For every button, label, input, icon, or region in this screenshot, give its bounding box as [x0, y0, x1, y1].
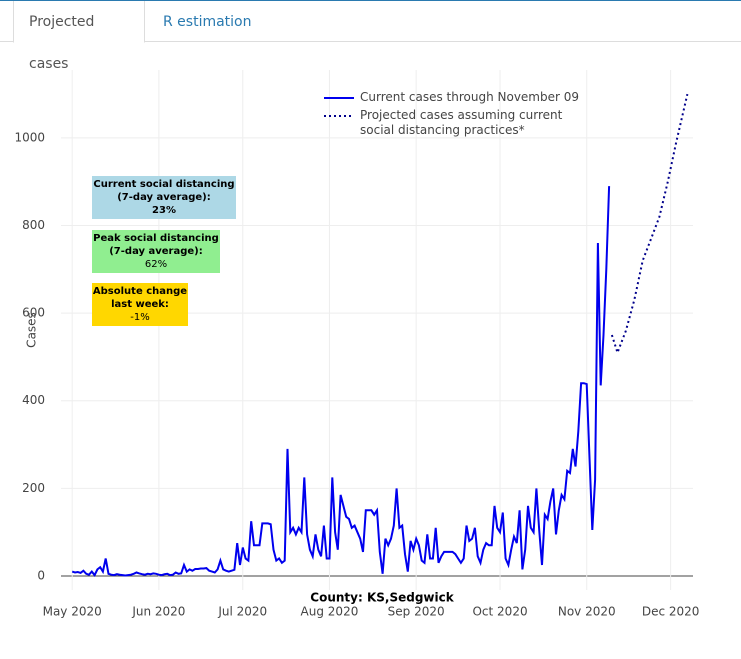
- annotation-box: Absolute change last week: -1%: [92, 283, 188, 326]
- annotation-line: Absolute change: [92, 286, 188, 297]
- x-tick-label: Oct 2020: [472, 605, 527, 619]
- x-tick-label: Dec 2020: [642, 605, 700, 619]
- caption: County: KS,Sedgwick: [310, 591, 454, 605]
- legend-item: Current cases through November 09: [322, 90, 592, 105]
- y-tick-label: 400: [22, 393, 45, 407]
- legend-label: Current cases through November 09: [360, 90, 580, 104]
- annotation-box: Current social distancing (7-day average)…: [92, 176, 236, 219]
- legend-swatch: [324, 115, 354, 117]
- annotation-box: Peak social distancing (7-day average): 62…: [92, 230, 220, 273]
- y-tick-label: 1000: [14, 130, 45, 144]
- annotation-line: (7-day average):: [117, 192, 211, 203]
- y-tick-label: 200: [22, 481, 45, 495]
- y-axis-label: Cases: [25, 312, 39, 348]
- x-tick-label: Sep 2020: [388, 605, 445, 619]
- x-tick-label: May 2020: [43, 605, 102, 619]
- annotation-line: 62%: [144, 259, 168, 270]
- legend-item: Projected cases assuming current social …: [322, 108, 592, 138]
- series-line: [610, 93, 689, 356]
- series-line: [71, 186, 611, 577]
- annotation-line: Current social distancing: [93, 179, 235, 190]
- x-tick-label: Jul 2020: [217, 605, 267, 619]
- annotation-line: (7-day average):: [109, 246, 203, 257]
- x-tick-label: Jun 2020: [131, 605, 185, 619]
- legend-label: Projected cases assuming current social …: [360, 108, 563, 137]
- tab[interactable]: R estimation: [163, 14, 252, 30]
- y-tick-label: 0: [37, 568, 45, 582]
- legend-swatch: [324, 97, 354, 99]
- annotation-line: -1%: [130, 312, 150, 323]
- annotation-line: last week:: [111, 299, 169, 310]
- annotation-line: Peak social distancing: [93, 233, 219, 244]
- y-tick-label: 600: [22, 306, 45, 320]
- annotation-line: 23%: [152, 205, 176, 216]
- tab[interactable]: Projected cases: [13, 1, 145, 72]
- y-tick-label: 800: [22, 218, 45, 232]
- x-tick-label: Aug 2020: [301, 605, 359, 619]
- legend: Current cases through November 09 Project…: [322, 90, 592, 141]
- x-tick-label: Nov 2020: [558, 605, 616, 619]
- tab-bar: Projected cases R estimation: [0, 0, 741, 72]
